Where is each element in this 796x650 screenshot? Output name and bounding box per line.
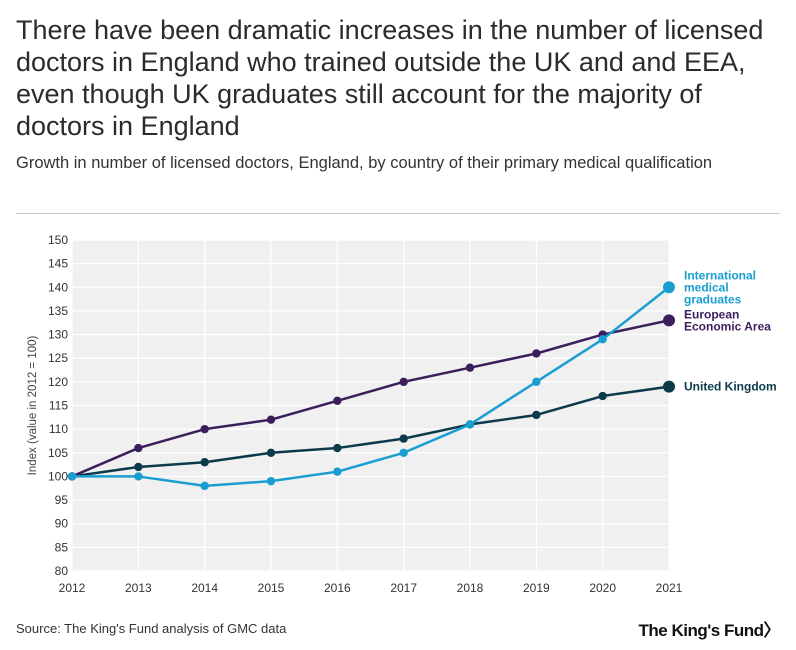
data-point bbox=[399, 434, 408, 443]
x-tick-label: 2021 bbox=[656, 581, 683, 595]
series-line bbox=[71, 319, 670, 478]
series-label-line: United Kingdom bbox=[684, 380, 777, 394]
series-label: International medical graduates bbox=[684, 268, 756, 306]
data-point bbox=[67, 472, 77, 481]
y-tick-label: 120 bbox=[48, 375, 68, 389]
series-label-line: International bbox=[684, 268, 756, 282]
data-point bbox=[200, 458, 209, 467]
data-point bbox=[200, 481, 209, 491]
data-point bbox=[134, 472, 143, 481]
tick-layer: 80 85 90 95 100 105 110 115 120 125 130 135 140 145 15… bbox=[27, 233, 683, 595]
y-tick-label: 105 bbox=[48, 446, 68, 460]
source-note: Source: The King's Fund analysis of GMC … bbox=[16, 621, 287, 636]
series-label-line: Economic Area bbox=[684, 319, 771, 333]
series-end-point bbox=[663, 380, 675, 393]
series-end-point bbox=[663, 314, 675, 327]
series-line bbox=[72, 286, 670, 488]
series-label-line: medical bbox=[684, 280, 729, 294]
data-point bbox=[598, 391, 607, 401]
data-point bbox=[134, 443, 143, 453]
series-end-point bbox=[663, 281, 675, 294]
x-tick-label: 2014 bbox=[191, 581, 218, 595]
y-tick-label: 90 bbox=[55, 517, 69, 531]
x-tick-label: 2020 bbox=[589, 581, 616, 595]
x-tick-label: 2013 bbox=[125, 581, 152, 595]
y-tick-label: 135 bbox=[48, 304, 68, 318]
kings-fund-logo: The King's Fund〉 bbox=[638, 616, 781, 641]
data-point bbox=[532, 377, 541, 387]
y-tick-label: 115 bbox=[49, 399, 68, 413]
x-tick-label: 2015 bbox=[258, 581, 285, 595]
y-tick-label: 125 bbox=[48, 351, 68, 365]
data-point bbox=[465, 363, 475, 372]
x-tick-label: 2018 bbox=[457, 581, 484, 595]
data-point bbox=[598, 335, 607, 344]
series-label: European Economic Area bbox=[684, 307, 771, 333]
data-point bbox=[134, 462, 143, 472]
x-tick-label: 2016 bbox=[324, 581, 351, 595]
series-line bbox=[71, 385, 670, 478]
y-tick-label: 110 bbox=[49, 422, 68, 436]
y-tick-label: 130 bbox=[48, 328, 68, 342]
data-point bbox=[532, 349, 541, 358]
y-tick-label: 95 bbox=[55, 493, 69, 507]
series-label-line: graduates bbox=[684, 292, 742, 306]
data-point bbox=[399, 377, 408, 387]
y-tick-label: 85 bbox=[55, 540, 69, 554]
x-tick-label: 2019 bbox=[523, 581, 550, 595]
data-point bbox=[333, 467, 342, 476]
data-point bbox=[333, 396, 342, 405]
line-chart: 80 85 90 95 100 105 110 115 120 125 130 135 140 145 15… bbox=[27, 233, 777, 595]
data-point bbox=[532, 410, 541, 420]
data-point bbox=[266, 476, 276, 486]
logo-chevron-icon: 〉 bbox=[763, 621, 781, 640]
data-point bbox=[266, 415, 276, 424]
data-point bbox=[465, 420, 475, 429]
y-tick-label: 150 bbox=[48, 233, 68, 247]
series-layer bbox=[67, 281, 675, 491]
chart-title: There have been dramatic increases in th… bbox=[16, 15, 764, 141]
header-divider bbox=[16, 213, 780, 214]
x-tick-label: 2012 bbox=[59, 581, 86, 595]
logo-text: The King's Fund bbox=[638, 621, 764, 640]
data-point bbox=[399, 448, 408, 457]
y-tick-label: 100 bbox=[48, 469, 68, 483]
data-point bbox=[266, 448, 276, 457]
chart-subtitle: Growth in number of licensed doctors, En… bbox=[16, 154, 713, 172]
y-tick-label: 80 bbox=[55, 564, 69, 578]
grid-layer bbox=[71, 239, 670, 572]
y-tick-label: 140 bbox=[48, 280, 68, 294]
data-point bbox=[200, 424, 209, 434]
y-tick-label: 145 bbox=[48, 257, 68, 271]
x-tick-label: 2017 bbox=[390, 581, 417, 595]
series-label: United Kingdom bbox=[684, 380, 777, 394]
series-label-line: European bbox=[684, 307, 739, 321]
data-point bbox=[333, 443, 342, 453]
y-axis-title: Index (value in 2012 = 100) bbox=[27, 335, 39, 475]
